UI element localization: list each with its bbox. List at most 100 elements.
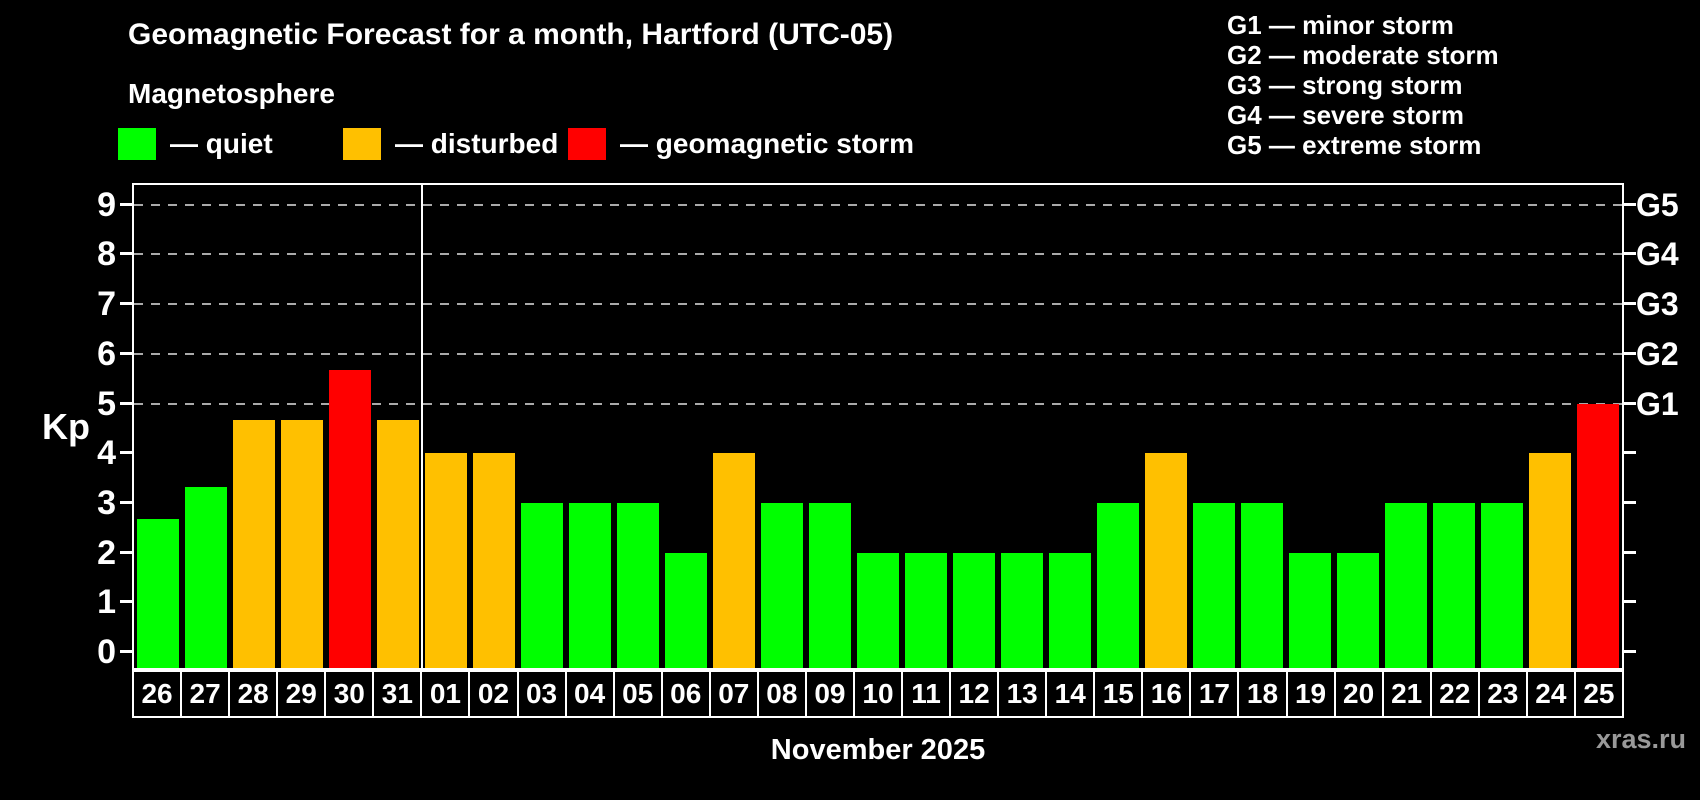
day-label-row: 26 27 28 29 30 31 01 02 03 04 05 06 07 08 09 10 11 12 13 14… — [132, 670, 1624, 718]
kp-tick-right-7 — [1624, 302, 1636, 306]
day-cell-25: 25 — [1573, 670, 1624, 718]
kp-tick-left-6 — [120, 351, 132, 355]
day-cell-04: 04 — [564, 670, 615, 718]
day-cell-08: 08 — [756, 670, 807, 718]
kp-tick-left-1 — [120, 600, 132, 604]
bar-day-03 — [521, 502, 563, 668]
kp-tick-label-1: 1 — [97, 583, 116, 622]
bar-day-14 — [1049, 552, 1091, 668]
kp-tick-label-8: 8 — [97, 235, 116, 274]
gridline-kp8 — [134, 253, 1622, 256]
day-cell-24: 24 — [1525, 670, 1576, 718]
bar-day-30 — [329, 370, 371, 668]
plot-area: 0 1 2 3 4 5 6 7 8 9 G1 G2 G3 G4 G5 — [97, 183, 1679, 671]
kp-tick-right-0 — [1624, 650, 1636, 653]
bar-day-16 — [1145, 453, 1187, 668]
day-cell-12: 12 — [949, 670, 1000, 718]
day-cell-09: 09 — [804, 670, 855, 718]
day-cell-10: 10 — [852, 670, 903, 718]
day-cell-26: 26 — [132, 670, 183, 718]
day-cell-02: 02 — [468, 670, 519, 718]
bar-day-15 — [1097, 502, 1139, 668]
kp-tick-label-0: 0 — [97, 633, 116, 671]
day-cell-21: 21 — [1381, 670, 1432, 718]
day-cell-20: 20 — [1333, 670, 1384, 718]
kp-tick-left-9 — [120, 202, 132, 206]
kp-tick-left-4 — [120, 451, 132, 455]
kp-tick-right-2 — [1624, 550, 1636, 554]
bar-day-19 — [1289, 552, 1331, 668]
g-label-g5: G5 — [1636, 186, 1679, 223]
g-legend-line-g4: G4 — severe storm — [1227, 100, 1465, 130]
kp-tick-right-9 — [1624, 202, 1636, 206]
kp-axis-label: Kp — [42, 406, 90, 447]
g-legend-line-g5: G5 — extreme storm — [1227, 130, 1482, 160]
bar-day-02 — [473, 453, 515, 668]
bar-day-12 — [953, 552, 995, 668]
bar-day-07 — [713, 453, 755, 668]
kp-tick-right-1 — [1624, 600, 1636, 604]
bar-day-24 — [1529, 453, 1571, 668]
bar-day-17 — [1193, 502, 1235, 668]
watermark: xras.ru — [1595, 724, 1686, 754]
kp-tick-right-3 — [1624, 500, 1636, 504]
kp-tick-left-7 — [120, 302, 132, 306]
kp-tick-left-8 — [120, 252, 132, 256]
kp-tick-left-0 — [120, 650, 132, 653]
bar-day-08 — [761, 502, 803, 668]
bar-day-21 — [1385, 502, 1427, 668]
kp-tick-label-2: 2 — [97, 533, 116, 572]
kp-tick-label-4: 4 — [97, 434, 116, 473]
g-legend-line-g2: G2 — moderate storm — [1227, 40, 1499, 70]
kp-tick-left-5 — [120, 401, 132, 405]
day-cell-27: 27 — [180, 670, 231, 718]
g-label-g4: G4 — [1636, 236, 1679, 273]
g-label-g3: G3 — [1636, 286, 1679, 323]
day-cell-17: 17 — [1189, 670, 1240, 718]
kp-tick-label-6: 6 — [97, 334, 116, 373]
month-label: November 2025 — [770, 734, 986, 766]
g-legend-line-g1: G1 — minor storm — [1227, 10, 1454, 40]
gridline-kp6 — [134, 352, 1622, 355]
kp-tick-right-8 — [1624, 252, 1636, 256]
bar-day-11 — [905, 552, 947, 668]
storm-color-swatch — [568, 128, 606, 160]
legend-item-quiet: — quiet — [118, 128, 273, 160]
gridline-kp5 — [134, 402, 1622, 405]
bar-day-25 — [1577, 403, 1619, 668]
bar-day-06 — [665, 552, 707, 668]
bar-day-10 — [857, 552, 899, 668]
kp-tick-right-4 — [1624, 451, 1636, 455]
bar-day-27 — [185, 486, 227, 668]
day-cell-18: 18 — [1237, 670, 1288, 718]
legend-label-storm: — geomagnetic storm — [620, 128, 915, 159]
day-cell-06: 06 — [660, 670, 711, 718]
kp-tick-left-3 — [120, 500, 132, 504]
day-cell-31: 31 — [372, 670, 423, 718]
day-cell-11: 11 — [901, 670, 952, 718]
legend-label-quiet: — quiet — [170, 128, 273, 159]
day-cell-29: 29 — [276, 670, 327, 718]
bar-day-22 — [1433, 502, 1475, 668]
bar-day-04 — [569, 502, 611, 668]
kp-tick-label-5: 5 — [97, 384, 116, 423]
kp-tick-label-3: 3 — [97, 483, 116, 522]
g-scale-legend: G1 — minor storm G2 — moderate storm G3 … — [1227, 10, 1499, 160]
day-cell-13: 13 — [997, 670, 1048, 718]
day-cell-01: 01 — [420, 670, 471, 718]
day-cell-05: 05 — [612, 670, 663, 718]
kp-tick-label-9: 9 — [97, 185, 116, 224]
g-label-g2: G2 — [1636, 335, 1679, 372]
day-cell-23: 23 — [1477, 670, 1528, 718]
g-label-g1: G1 — [1636, 385, 1679, 422]
legend-label-disturbed: — disturbed — [395, 128, 559, 159]
chart-subtitle: Magnetosphere — [128, 78, 335, 109]
day-cell-28: 28 — [228, 670, 279, 718]
chart-title: Geomagnetic Forecast for a month, Hartfo… — [128, 18, 894, 51]
kp-tick-right-6 — [1624, 351, 1636, 355]
bar-day-05 — [617, 502, 659, 668]
kp-tick-left-2 — [120, 550, 132, 554]
kp-tick-right-5 — [1624, 401, 1636, 405]
month-separator-line — [421, 185, 423, 668]
